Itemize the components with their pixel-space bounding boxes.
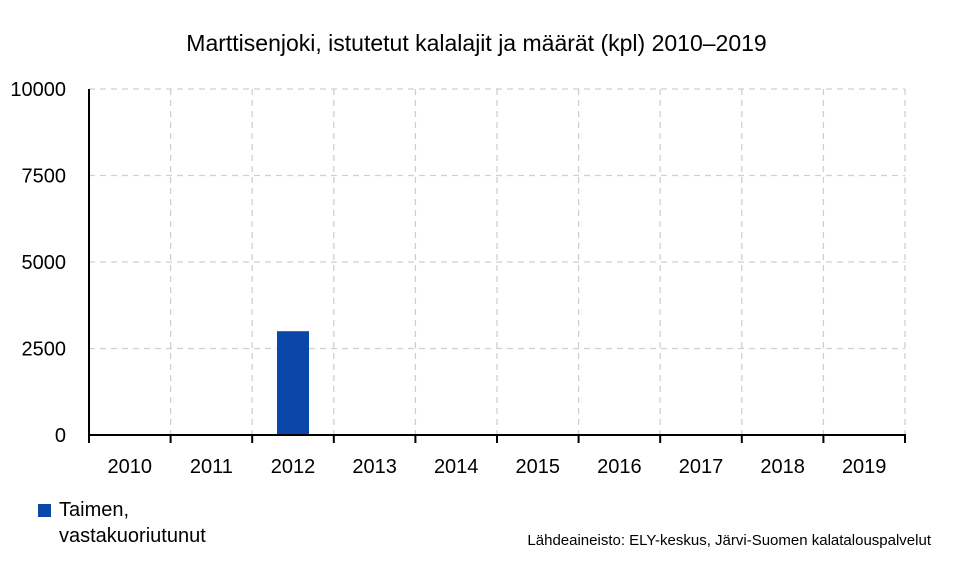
x-tick-label: 2012	[271, 456, 316, 478]
x-tick-label: 2011	[190, 456, 233, 478]
x-tick-label: 2010	[108, 456, 153, 478]
y-tick-label: 7500	[22, 166, 67, 188]
x-tick-label: 2019	[842, 456, 887, 478]
chart-title: Marttisenjoki, istutetut kalalajit ja mä…	[186, 30, 767, 56]
gridlines	[89, 88, 906, 435]
bars	[277, 331, 309, 435]
x-tick-label: 2018	[760, 456, 805, 478]
legend: Taimen, vastakuoriutunut	[38, 497, 259, 549]
legend-label: Taimen, vastakuoriutunut	[59, 499, 206, 547]
bar-2012	[277, 331, 309, 435]
y-tick-label: 2500	[22, 339, 67, 361]
tick-labels: 0 2500 5000 7500 10000 2010 2011 2012 2013 2014 20…	[10, 79, 886, 478]
x-tick-label: 2014	[434, 456, 479, 478]
y-tick-label: 0	[55, 425, 66, 447]
legend-swatch	[38, 504, 51, 517]
y-tick-label: 10000	[10, 79, 66, 101]
x-tick-label: 2013	[352, 456, 397, 478]
axes	[88, 89, 906, 443]
x-tick-label: 2015	[516, 456, 561, 478]
source-note: Lähdeaineisto: ELY-keskus, Järvi-Suomen …	[527, 532, 931, 549]
x-tick-label: 2017	[679, 456, 724, 478]
x-tick-label: 2016	[597, 456, 642, 478]
y-tick-label: 5000	[22, 252, 67, 274]
